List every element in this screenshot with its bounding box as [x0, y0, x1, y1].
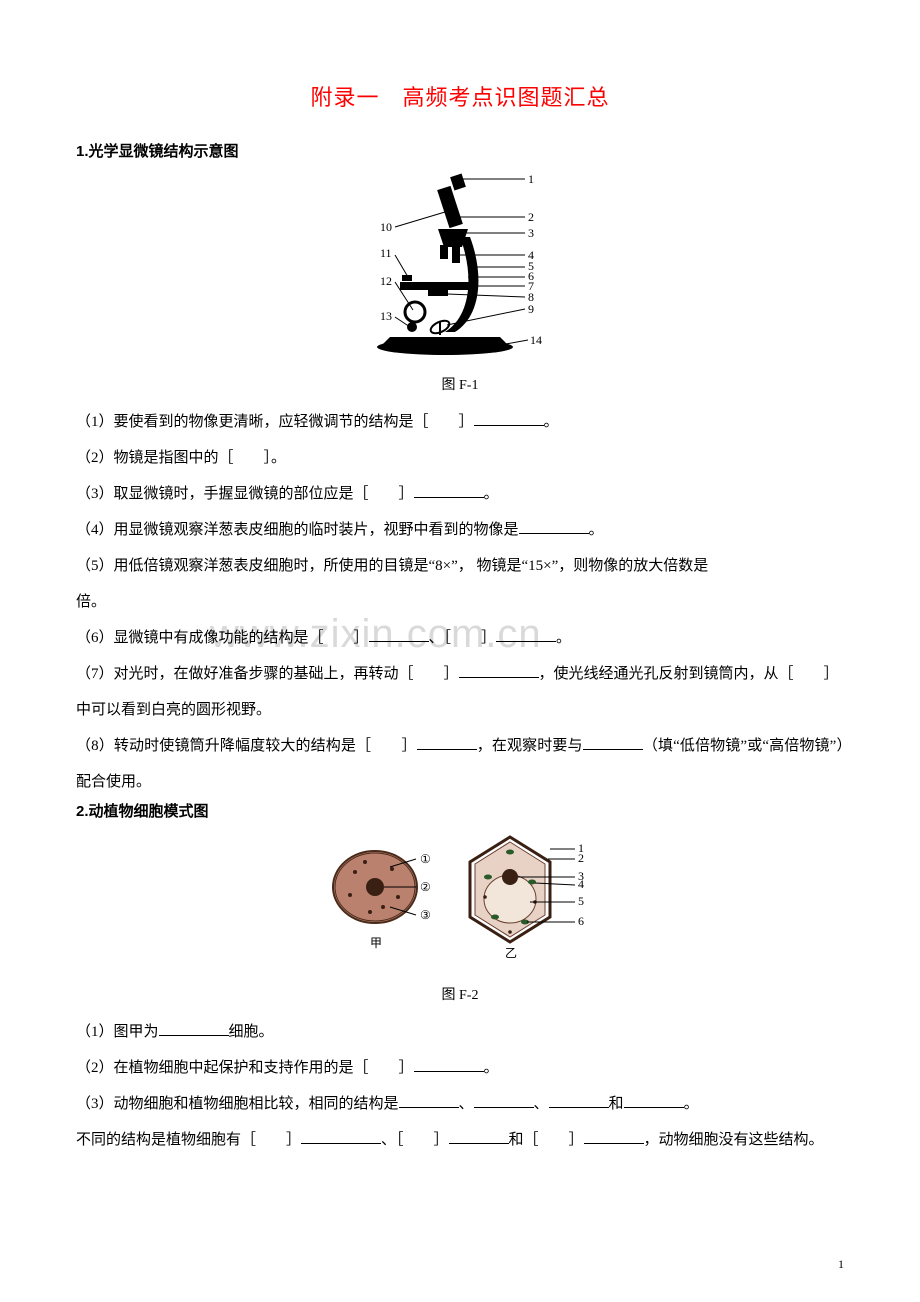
cell-label-c3: ③	[420, 908, 431, 922]
blank	[399, 1093, 459, 1108]
figure2-caption: 图 F-2	[76, 984, 844, 1004]
s1-q4a: （4）用显微镜观察洋葱表皮细胞的临时装片，视野中看到的物像是	[76, 522, 519, 538]
figure-microscope: 1 2 3 4 5 6 7 8 9 14	[76, 167, 844, 372]
cell-label-n5: 5	[578, 894, 584, 908]
ms-label-14: 14	[530, 333, 542, 347]
blank	[496, 627, 556, 642]
s1-q6a: （6）显微镜中有成像功能的结构是［ ］	[76, 630, 369, 646]
s2-q1a: （1）图甲为	[76, 1024, 159, 1040]
blank	[449, 1129, 509, 1144]
s2-q3a: （3）动物细胞和植物细胞相比较，相同的结构是	[76, 1096, 399, 1112]
blank	[414, 483, 484, 498]
ms-label-2: 2	[528, 210, 534, 224]
section1-heading: 1.光学显微镜结构示意图	[76, 140, 844, 161]
s1-q6c: 。	[556, 630, 571, 646]
cell-label-n6: 6	[578, 914, 584, 928]
blank	[519, 519, 589, 534]
section2-heading: 2.动植物细胞模式图	[76, 800, 844, 821]
s1-q7a: （7）对光时，在做好准备步骤的基础上，再转动［ ］	[76, 666, 459, 682]
blank	[474, 1093, 534, 1108]
appendix-title: 附录一 高频考点识图题汇总	[76, 80, 844, 112]
s2-q2b: 。	[484, 1060, 499, 1076]
s1-q3b: 。	[484, 486, 499, 502]
blank	[474, 411, 544, 426]
ms-label-3: 3	[528, 226, 534, 240]
blank	[584, 1129, 644, 1144]
s1-q7c: 中可以看到白亮的圆形视野。	[76, 702, 271, 718]
ms-label-12: 12	[380, 274, 392, 288]
blank	[369, 627, 429, 642]
s1-q2: （2）物镜是指图中的［ ］。	[76, 450, 286, 466]
blank	[417, 735, 477, 750]
label-jia: 甲	[370, 936, 382, 950]
ms-label-9: 9	[528, 302, 534, 316]
cell-label-c2: ②	[420, 880, 431, 894]
blank	[159, 1021, 229, 1036]
blank	[301, 1129, 381, 1144]
blank	[549, 1093, 609, 1108]
blank	[459, 663, 539, 678]
ms-label-10: 10	[380, 220, 392, 234]
s2-q2a: （2）在植物细胞中起保护和支持作用的是［ ］	[76, 1060, 414, 1076]
cell-label-n4: 4	[578, 877, 584, 891]
ms-label-11: 11	[380, 246, 392, 260]
ms-label-13: 13	[380, 309, 392, 323]
s1-q7b: ，使光线经通光孔反射到镜筒内，从［ ］	[539, 666, 839, 682]
s1-q1a: （1）要使看到的物像更清晰，应轻微调节的结构是［ ］	[76, 414, 474, 430]
s2-q3b: 、	[459, 1096, 474, 1112]
blank	[583, 735, 643, 750]
s1-q8b: ，在观察时要与	[477, 738, 583, 754]
cell-label-c1: ①	[420, 852, 431, 866]
s1-q3a: （3）取显微镜时，手握显微镜的部位应是［ ］	[76, 486, 414, 502]
s2-q4c: 和［ ］	[509, 1132, 584, 1148]
cell-label-n2: 2	[578, 851, 584, 865]
s2-q3c: 、	[534, 1096, 549, 1112]
ms-label-1: 1	[528, 172, 534, 186]
page-number: 1	[838, 1257, 844, 1272]
s2-q1b: 细胞。	[229, 1024, 274, 1040]
s2-q3e: 。	[684, 1096, 699, 1112]
figure-cells: ① ② ③ 甲	[76, 827, 844, 982]
s1-q4b: 。	[589, 522, 604, 538]
s1-q1b: 。	[544, 414, 559, 430]
s2-q4a: 不同的结构是植物细胞有［ ］	[76, 1132, 301, 1148]
s1-q5a: （5）用低倍镜观察洋葱表皮细胞时，所使用的目镜是“8×”， 物镜是“15×”，则…	[76, 558, 708, 574]
label-yi: 乙	[505, 946, 517, 960]
s2-q4d: ，动物细胞没有这些结构。	[644, 1132, 824, 1148]
s1-q5b: 倍。	[76, 594, 106, 610]
s2-q4b: 、［ ］	[381, 1132, 449, 1148]
figure1-caption: 图 F-1	[76, 374, 844, 394]
blank	[624, 1093, 684, 1108]
s1-q8a: （8）转动时使镜筒升降幅度较大的结构是［ ］	[76, 738, 417, 754]
s2-q3d: 和	[609, 1096, 624, 1112]
s1-q6b: 、［ ］	[429, 630, 497, 646]
blank	[414, 1057, 484, 1072]
